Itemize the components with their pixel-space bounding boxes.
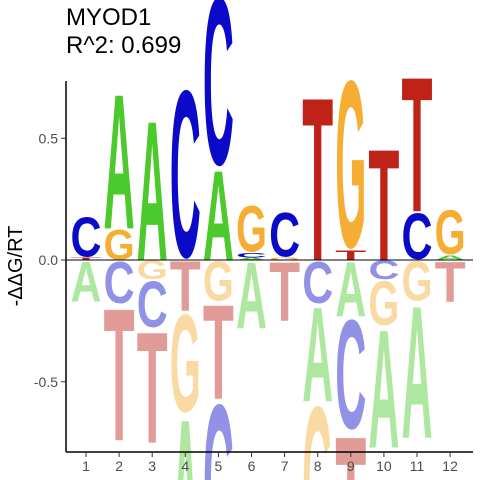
- logo-letter-G-pos9-pos1: G: [335, 32, 366, 298]
- logo-letter-T-pos2-neg1: T: [104, 269, 135, 480]
- chart-title: MYOD1: [66, 4, 152, 31]
- logo-letter-G-pos4-neg1: G: [170, 285, 201, 441]
- logo-letter-T-pos7-neg0: T: [269, 244, 300, 339]
- logo-letter-A-pos6-pos0: A: [236, 257, 267, 261]
- x-tick-label: 2: [115, 458, 123, 474]
- logo-letter-T-pos12-neg0: T: [435, 250, 466, 314]
- logo-letter-A-pos4-neg2: A: [170, 370, 201, 480]
- logo-letter-G-pos12-pos1: G: [435, 198, 466, 268]
- logo-letter-C-pos8-neg0: C: [302, 250, 333, 317]
- x-tick-label: 5: [215, 458, 223, 474]
- logo-letter-A-pos3-pos0: A: [137, 79, 168, 303]
- x-tick-label: 3: [148, 458, 156, 474]
- logo-letter-T-pos10-pos0: T: [368, 117, 399, 295]
- logo-letter-G-pos6-pos2: G: [236, 192, 267, 266]
- x-tick-label: 10: [376, 458, 392, 474]
- x-tick-label: 12: [442, 458, 458, 474]
- logo-letter-G-pos2-pos0: G: [104, 220, 135, 269]
- logo-letter-T-pos8-pos0: T: [302, 49, 333, 310]
- logo-letters: TCAGACTAGCTCTGAACGTCACGAGCTTCAGTGACTTCGA…: [71, 0, 466, 480]
- logo-letter-G-pos3-neg0: G: [137, 256, 168, 286]
- logo-letter-C-pos3-neg1: C: [137, 267, 168, 342]
- logo-letter-A-pos11-neg1: A: [402, 268, 433, 479]
- logo-letter-T-pos11-pos1: T: [402, 36, 433, 252]
- logo-letter-C-pos1-pos1: C: [71, 206, 102, 269]
- x-tick-label: 4: [181, 458, 189, 474]
- logo-letter-C-pos5-neg2: C: [203, 355, 234, 480]
- logo-letter-C-pos4-pos0: C: [170, 42, 201, 308]
- chart-subtitle: R^2: 0.699: [66, 32, 182, 59]
- logo-letter-C-pos5-pos1: C: [203, 0, 234, 215]
- logo-letter-A-pos2-pos1: A: [104, 54, 135, 269]
- logo-letter-A-pos5-pos0: A: [203, 145, 234, 289]
- logo-letter-C-pos11-pos0: C: [402, 198, 433, 273]
- logo-letter-C-pos6-pos1: C: [236, 251, 267, 259]
- logo-letter-A-pos6-neg0: A: [236, 242, 267, 349]
- logo-letter-A-pos12-pos0: A: [435, 254, 466, 262]
- logo-letter-C-pos7-pos1: C: [269, 201, 300, 271]
- logo-letter-G-pos8-neg2: G: [302, 361, 333, 480]
- logo-letter-G-pos10-neg1: G: [368, 269, 399, 339]
- x-tick-label: 8: [314, 458, 322, 474]
- logo-letter-C-pos9-neg1: C: [335, 289, 366, 462]
- logo-letter-A-pos10-neg2: A: [368, 295, 399, 480]
- logo-letter-A-pos1-neg0: A: [71, 249, 102, 314]
- logo-letter-G-pos5-neg0: G: [203, 251, 234, 313]
- x-tick-label: 11: [410, 458, 425, 474]
- x-tick-label: 6: [248, 458, 256, 474]
- logo-letter-G-pos7-pos0: G: [269, 257, 300, 261]
- logo-letter-T-pos9-neg2: T: [335, 386, 366, 480]
- y-tick-label: 0.0: [39, 252, 59, 268]
- x-tick-label: 9: [347, 458, 355, 474]
- axes-ticks: -0.50.00.51 2 3 4 5 6 7 8 9 10 11 12: [34, 130, 458, 474]
- logo-letter-A-pos8-neg1: A: [302, 280, 333, 431]
- x-tick-label: 1: [82, 458, 90, 474]
- logo-letter-C-pos2-neg0: C: [104, 250, 135, 317]
- logo-letter-T-pos9-pos0: T: [335, 248, 366, 263]
- logo-letter-T-pos1-pos0: T: [71, 257, 102, 261]
- x-tick-label: 7: [281, 458, 289, 474]
- y-tick-label: 0.5: [39, 130, 59, 146]
- logo-letter-A-pos9-neg0: A: [335, 247, 366, 334]
- y-axis-label: -ΔΔG/RT: [5, 226, 27, 307]
- y-tick-label: -0.5: [34, 374, 58, 390]
- logo-letter-G-pos11-neg0: G: [402, 251, 433, 313]
- logo-letter-T-pos5-neg1: T: [203, 277, 234, 428]
- logo-letter-T-pos3-neg2: T: [137, 300, 168, 478]
- logo-letter-T-pos4-neg0: T: [170, 248, 201, 327]
